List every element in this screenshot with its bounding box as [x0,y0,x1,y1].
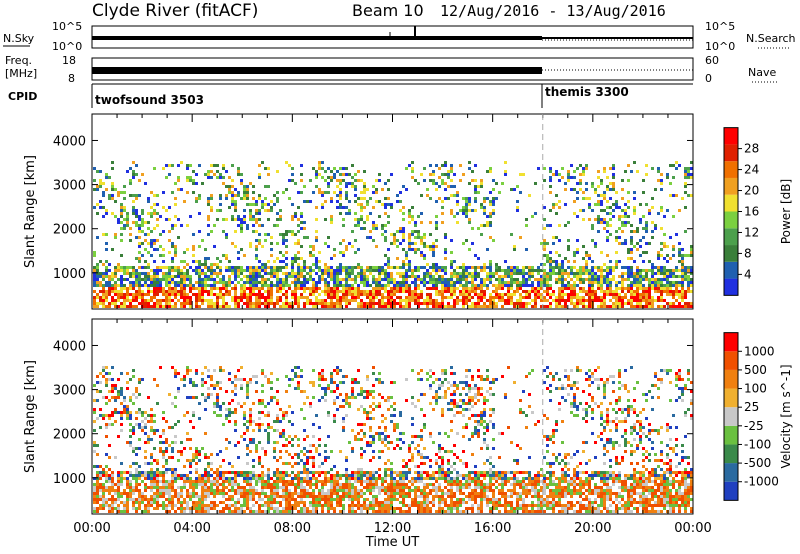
colorbar-tick-label: 28 [744,142,759,156]
colorbar-swatch [724,127,738,145]
beam-label: Beam 10 [352,1,424,20]
velocity-cells [93,366,693,513]
freq-ytick-top: 18 [62,54,76,67]
colorbar-tick-label: 8 [744,246,752,260]
y-tick-label: 3000 [53,179,86,194]
colorbar-frame [723,332,739,501]
x-tick-label: 00:00 [674,521,711,536]
x-tick-label: 12:00 [374,521,411,536]
colorbar-swatch [724,261,738,279]
colorbar-swatch [724,278,738,296]
colorbar-tick-label: 24 [744,163,759,177]
nave-ytick-bottom: 0 [705,72,712,85]
freq-ytick-bottom: 8 [68,72,75,85]
date-range: 12/Aug/2016 - 13/Aug/2016 [440,2,666,20]
colorbar-swatch [724,481,738,501]
nsky-label: N.Sky [3,32,35,45]
x-axis-label: Time UT [365,535,419,550]
colorbar-tick-label: -500 [744,456,771,470]
y-tick-label: 4000 [53,339,86,354]
cpid-program-1: themis 3300 [545,85,629,99]
x-tick-label: 08:00 [274,521,311,536]
nsky-ytick-bottom: 10^0 [52,40,82,53]
colorbar-swatch [724,351,738,370]
colorbar-label: Power [dB] [779,179,793,244]
colorbar-swatch [724,245,738,262]
colorbar-tick-label: 500 [744,363,767,377]
y-tick-label: 2000 [53,428,86,443]
cpid-label: CPID [8,90,37,103]
power-panel: 1000 2000 3000 4000 Slant Range [km] 4 8 12 16 20… [23,113,793,310]
colorbar-tick-label: 16 [744,205,759,219]
nsky-panel: N.Sky 10^5 10^0 10^5 10^0 N.Search [3,20,796,53]
colorbar-tick-label: -1000 [744,475,779,489]
cpid-row: CPID twofsound 3503 themis 3300 [8,83,693,108]
colorbar-swatch [724,425,738,445]
nave-label: Nave [748,66,776,79]
x-tick-label: 16:00 [474,521,511,536]
freq-trace [92,67,542,74]
colorbar-swatch [724,444,738,464]
colorbar-swatch [724,463,738,482]
cpid-program-0: twofsound 3503 [95,93,204,107]
colorbar-swatch [724,161,738,178]
y-tick-label: 1000 [53,267,86,282]
x-tick-label: 04:00 [173,521,210,536]
x-tick-label: 20:00 [574,521,611,536]
velocity-panel: 1000 2000 3000 4000 00:00 04:00 08:00 12:00 16:0… [23,318,793,550]
colorbar-tick-label: 4 [744,267,752,281]
y-axis-label: Slant Range [km] [23,360,38,473]
colorbar-tick-label: -25 [744,419,764,433]
nsearch-ytick-top: 10^5 [705,20,735,33]
colorbar-swatch [724,211,738,229]
colorbar-tick-label: 1000 [744,344,775,358]
colorbar-swatch [724,144,738,162]
nsearch-label: N.Search [746,32,796,45]
colorbar-tick-label: 100 [744,382,767,396]
x-tick-label: 00:00 [73,521,110,536]
y-axis-label: Slant Range [km] [23,155,38,268]
power-cells [93,161,693,308]
y-tick-label: 1000 [53,472,86,487]
colorbar-tick-label: -100 [744,437,771,451]
colorbar-swatch [724,369,738,389]
nave-ytick-top: 60 [705,54,719,67]
colorbar-label: Velocity [m s^-1] [779,364,793,468]
colorbar-swatch [724,177,738,195]
colorbar-swatch [724,332,738,352]
colorbar-swatch [724,388,738,408]
site-title: Clyde River (fitACF) [92,1,258,21]
colorbar-tick-label: 12 [744,225,759,239]
nsky-ytick-top: 10^5 [52,20,82,33]
colorbar-swatch [724,194,738,212]
colorbar-tick-label: 25 [744,400,759,414]
y-tick-label: 2000 [53,223,86,238]
colorbar-swatch [724,407,738,426]
colorbar-tick-label: 20 [744,184,759,198]
nsearch-ytick-bottom: 10^0 [705,40,735,53]
freq-panel: Freq. [MHz] 18 8 60 0 Nave [5,54,778,85]
y-tick-label: 3000 [53,384,86,399]
y-tick-label: 4000 [53,134,86,149]
freq-unit: [MHz] [5,67,37,80]
colorbar-swatch [724,228,738,246]
freq-label: Freq. [5,54,32,67]
